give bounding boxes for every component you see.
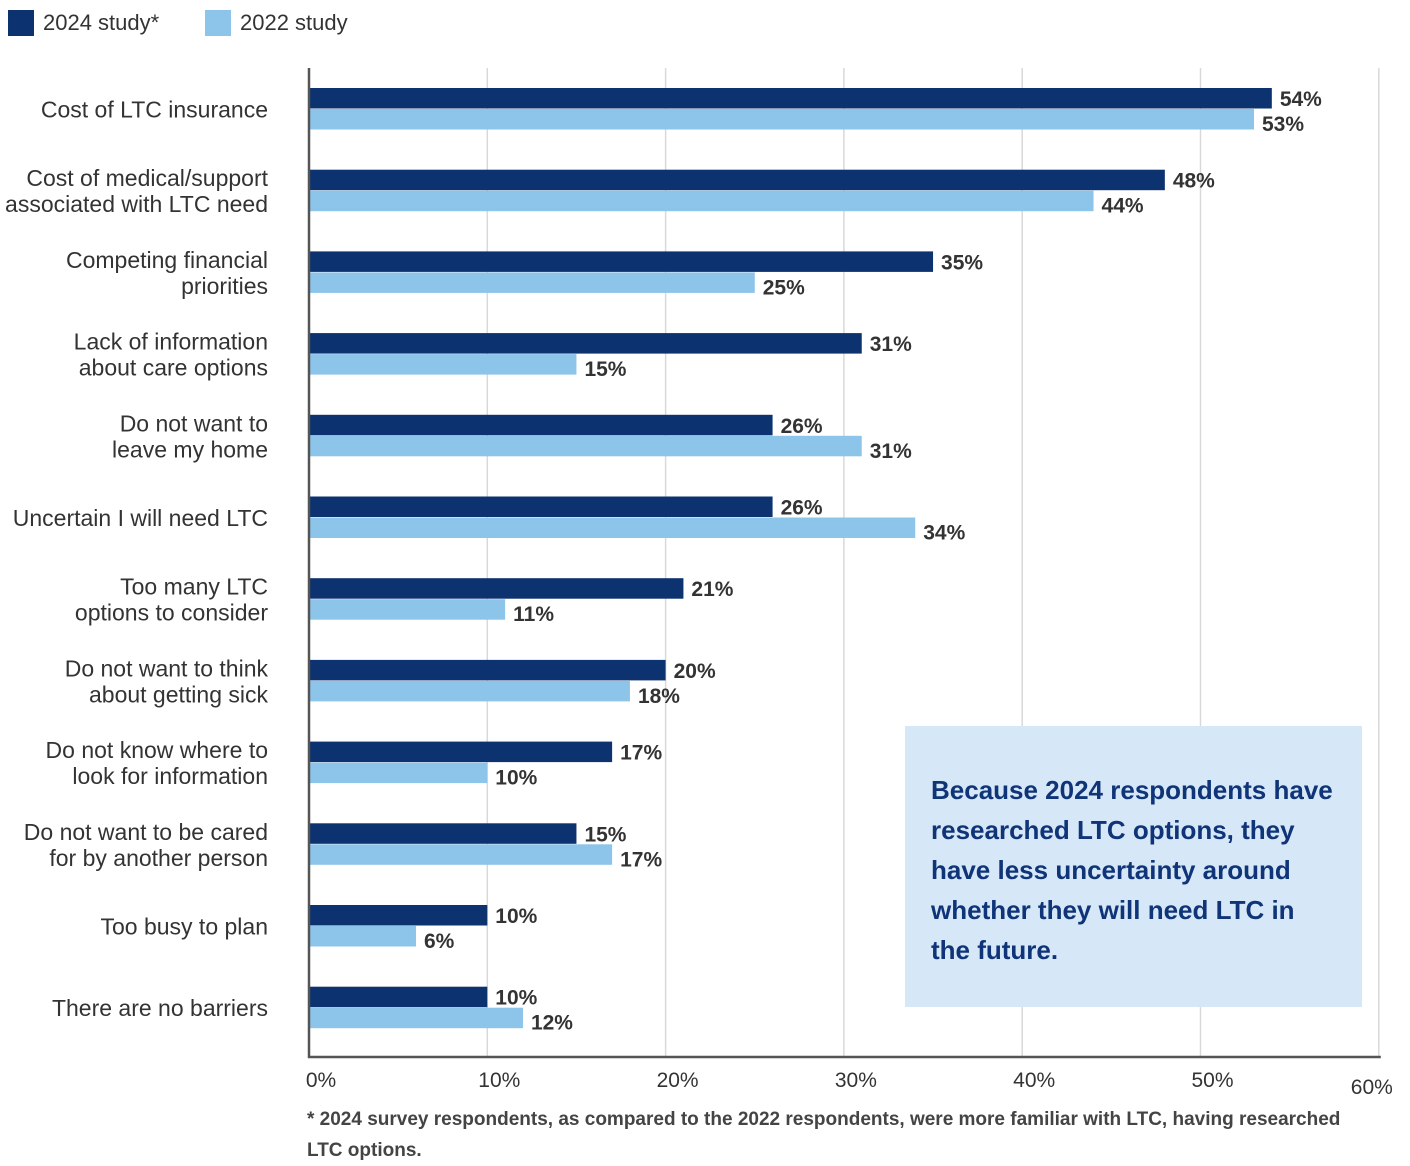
- category-label: There are no barriers: [52, 995, 268, 1021]
- bar-value-label: 12%: [531, 1012, 573, 1035]
- bar-value-label: 21%: [691, 578, 733, 601]
- legend: 2024 study* 2022 study: [8, 10, 348, 36]
- bar-2022: [309, 190, 1094, 212]
- bar-2024: [309, 659, 666, 681]
- x-tick-label: 40%: [1013, 1069, 1055, 1092]
- bar-value-label: 20%: [674, 660, 716, 683]
- bar-2022: [309, 844, 613, 865]
- footnote: * 2024 survey respondents, as compared t…: [307, 1109, 1341, 1161]
- x-tick-label: 60%: [1351, 1076, 1393, 1099]
- bar-value-label: 26%: [781, 497, 823, 520]
- bar-value-label: 10%: [495, 905, 537, 928]
- bar-value-label: 35%: [941, 251, 983, 274]
- bar-value-label: 54%: [1280, 88, 1322, 111]
- category-label: Too busy to plan: [100, 914, 268, 940]
- bar-value-label: 31%: [870, 440, 912, 463]
- bar-2024: [309, 741, 613, 763]
- bar-2024: [309, 333, 862, 354]
- legend-swatch-0: [8, 10, 34, 36]
- bars: 54%53% 48% 44% 35% 25% 31% 15% 26% 31% 26% 34% 21% 1…: [309, 88, 1322, 1035]
- bar-2024: [309, 823, 577, 844]
- bar-value-label: 10%: [495, 987, 537, 1010]
- bar-2022: [309, 926, 416, 947]
- category-label: Do not want to be cared for by another pe…: [24, 819, 268, 871]
- legend-label-0: 2024 study*: [43, 10, 160, 35]
- category-labels: Cost of LTC insurance Cost of medical/sup…: [5, 97, 269, 1022]
- bar-value-label: 48%: [1173, 170, 1215, 193]
- x-tick-label: 10%: [478, 1069, 520, 1092]
- bar-value-label: 53%: [1262, 113, 1304, 136]
- bar-value-label: 11%: [513, 603, 554, 626]
- bar-value-label: 17%: [620, 848, 662, 871]
- bar-value-label: 17%: [620, 742, 662, 765]
- x-tick-label: 0%: [306, 1069, 336, 1092]
- bar-value-label: 26%: [781, 415, 823, 438]
- category-label: Cost of medical/support associated with L…: [5, 165, 269, 217]
- bar-2024: [309, 169, 1165, 191]
- bar-2024: [309, 414, 773, 436]
- x-tick-label: 30%: [835, 1069, 877, 1092]
- callout-box: Because 2024 respondents have researched…: [905, 726, 1362, 1007]
- bar-2024: [309, 496, 773, 517]
- bar-2022: [309, 435, 862, 457]
- bar-2022: [309, 599, 506, 620]
- category-label: Do not know where to look for information: [46, 737, 268, 789]
- category-label: Uncertain I will need LTC: [13, 505, 268, 531]
- x-tick-labels: 0% 10% 20% 30% 40% 50% 60%: [306, 1069, 1393, 1099]
- bar-value-label: 15%: [584, 823, 626, 846]
- bar-value-label: 10%: [495, 767, 537, 790]
- bar-2024: [309, 986, 488, 1008]
- legend-swatch-1: [205, 10, 231, 36]
- category-label: Do not want to think about getting sick: [65, 655, 269, 707]
- bar-value-label: 31%: [870, 333, 912, 356]
- bar-2024: [309, 251, 934, 272]
- gridlines: [486, 68, 1380, 1057]
- category-label: Cost of LTC insurance: [41, 97, 268, 123]
- bar-2022: [309, 272, 755, 293]
- x-tick-label: 50%: [1191, 1069, 1233, 1092]
- bar-value-label: 18%: [638, 685, 680, 708]
- bar-2022: [309, 517, 916, 538]
- bar-value-label: 25%: [763, 276, 805, 299]
- bar-2024: [309, 578, 684, 599]
- legend-label-1: 2022 study: [240, 10, 348, 35]
- bar-2022: [309, 1007, 523, 1029]
- bar-value-label: 44%: [1102, 195, 1144, 218]
- bar-value-label: 34%: [923, 522, 965, 545]
- callout-text: Because 2024 respondents have researched…: [931, 775, 1333, 965]
- category-label: Competing financial priorities: [66, 247, 268, 299]
- bar-2024: [309, 88, 1272, 109]
- x-tick-label: 20%: [657, 1069, 699, 1092]
- bar-value-label: 15%: [584, 358, 626, 381]
- bar-2022: [309, 762, 488, 784]
- category-label: Do not want to leave my home: [112, 410, 268, 462]
- category-label: Lack of information about care options: [74, 329, 268, 381]
- bar-2022: [309, 354, 577, 375]
- bar-2024: [309, 905, 488, 926]
- bar-2022: [309, 680, 630, 702]
- category-label: Too many LTC options to consider: [75, 574, 268, 626]
- bar-value-label: 6%: [424, 930, 455, 953]
- axes: [307, 68, 1381, 1059]
- bar-2022: [309, 109, 1254, 130]
